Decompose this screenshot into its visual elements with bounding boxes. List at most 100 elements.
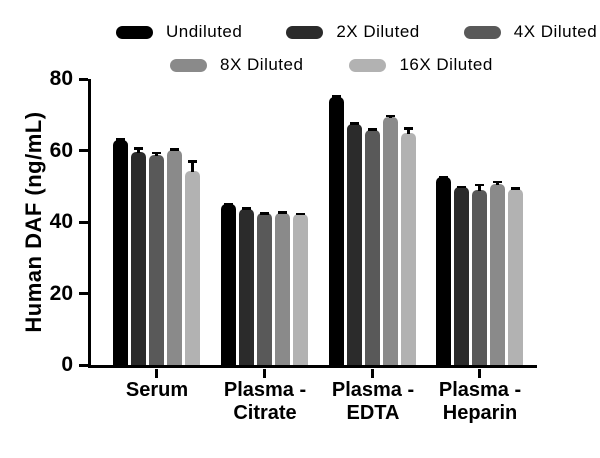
error-bar — [475, 183, 484, 192]
x-axis-label-line: Plasma - — [223, 379, 307, 401]
legend-swatch-icon — [170, 58, 207, 72]
bar-8x-diluted — [275, 212, 290, 365]
legend-swatch-icon — [286, 25, 324, 39]
bar-2x-diluted — [239, 208, 254, 365]
bar-16x-diluted — [508, 188, 523, 365]
y-axis-tick — [78, 220, 88, 224]
error-bar-stem — [281, 211, 284, 214]
error-bar — [404, 127, 413, 134]
error-bar — [457, 185, 466, 189]
bar-16x-diluted — [401, 132, 416, 365]
error-bar — [439, 175, 448, 179]
x-axis-tick — [478, 368, 481, 378]
error-bar-stem — [407, 127, 410, 134]
error-bar — [493, 180, 502, 186]
error-bar-stem — [478, 183, 481, 192]
error-bar-stem — [227, 203, 230, 206]
bar-8x-diluted — [167, 149, 182, 365]
bar-4x-diluted — [365, 129, 380, 365]
error-bar-stem — [371, 128, 374, 131]
x-axis-category-label: Plasma - EDTA — [298, 379, 448, 425]
bar-undiluted — [221, 204, 236, 365]
legend-item: 16X Diluted — [349, 55, 492, 75]
legend-row: 8X Diluted 16X Diluted — [170, 55, 600, 75]
bar-undiluted — [113, 139, 128, 365]
bar-16x-diluted — [293, 214, 308, 365]
x-axis-label-line: Plasma - — [331, 379, 415, 401]
x-axis-category-label: Plasma - Citrate — [190, 379, 340, 425]
error-bar-stem — [155, 151, 158, 156]
error-bar-stem — [299, 212, 302, 216]
y-axis-tick-label: 0 — [61, 353, 73, 376]
bar-8x-diluted — [383, 116, 398, 365]
bar-4x-diluted — [257, 213, 272, 365]
legend-swatch-icon — [463, 25, 501, 39]
y-axis-tick — [78, 149, 88, 152]
y-axis-tick-label: 80 — [49, 67, 73, 90]
error-bar — [332, 95, 341, 98]
legend-item: 4X Diluted — [463, 22, 598, 42]
error-bar-stem — [263, 212, 266, 215]
error-bar — [224, 203, 233, 206]
error-bar — [511, 187, 520, 190]
y-axis-tick-label: 60 — [49, 138, 73, 162]
legend-item: 2X Diluted — [286, 22, 419, 42]
legend-item: 8X Diluted — [170, 55, 303, 75]
legend-label: 16X Diluted — [399, 55, 493, 74]
error-bar — [152, 151, 161, 156]
legend-item: Undiluted — [116, 22, 242, 42]
error-bar — [170, 148, 179, 151]
error-bar — [350, 122, 359, 125]
bar-4x-diluted — [149, 154, 164, 365]
legend-swatch-icon — [116, 25, 153, 39]
x-axis-label-line: Plasma - — [438, 379, 522, 401]
error-bar — [260, 212, 269, 215]
error-bar — [242, 207, 251, 210]
chart-legend: Undiluted 2X Diluted 4X Diluted 8X Diluted 1… — [0, 0, 600, 75]
error-bar — [296, 212, 305, 216]
bar-4x-diluted — [472, 190, 487, 365]
error-bar-stem — [514, 187, 517, 190]
bar-16x-diluted — [185, 170, 200, 365]
error-bar-stem — [173, 148, 176, 151]
bar-8x-diluted — [490, 184, 505, 365]
legend-row: Undiluted 2X Diluted 4X Diluted — [116, 22, 600, 42]
error-bar-stem — [460, 185, 463, 188]
plot-area: 0 20 40 60 80 — [50, 68, 537, 378]
legend-label: 2X Diluted — [336, 22, 420, 41]
x-axis-category-label: Plasma - Heparin — [405, 379, 555, 425]
x-axis-tick — [263, 368, 266, 378]
bar-2x-diluted — [347, 123, 362, 365]
error-bar — [116, 138, 125, 141]
error-bar-stem — [335, 95, 338, 98]
legend-label: 4X Diluted — [513, 22, 598, 41]
error-bar — [386, 114, 395, 118]
error-bar-stem — [191, 160, 194, 172]
legend-swatch-icon — [349, 58, 387, 72]
y-axis-tick — [78, 292, 88, 295]
y-axis-tick-label: 20 — [49, 281, 73, 305]
x-axis-label-line: Citrate — [233, 402, 297, 424]
error-bar-stem — [442, 175, 445, 178]
y-axis-tick-label: 40 — [49, 210, 73, 233]
legend-label: Undiluted — [166, 22, 243, 41]
error-bar-stem — [137, 147, 140, 154]
x-axis-label-line: EDTA — [346, 402, 400, 424]
bar-2x-diluted — [454, 186, 469, 365]
error-bar-stem — [119, 138, 122, 141]
error-bar-stem — [245, 207, 248, 210]
legend-label: 8X Diluted — [220, 55, 304, 74]
error-bar-stem — [496, 180, 499, 186]
bar-undiluted — [329, 96, 344, 365]
error-bar — [188, 160, 197, 172]
error-bar-stem — [389, 114, 392, 118]
x-axis-category-label: Serum — [82, 379, 232, 402]
error-bar — [368, 128, 377, 131]
error-bar-stem — [353, 122, 356, 125]
bar-2x-diluted — [131, 152, 146, 365]
x-axis-label-line: Serum — [125, 379, 189, 401]
x-axis-label-line: Heparin — [442, 402, 518, 424]
x-axis-tick — [155, 368, 158, 378]
x-axis-tick — [371, 368, 374, 378]
